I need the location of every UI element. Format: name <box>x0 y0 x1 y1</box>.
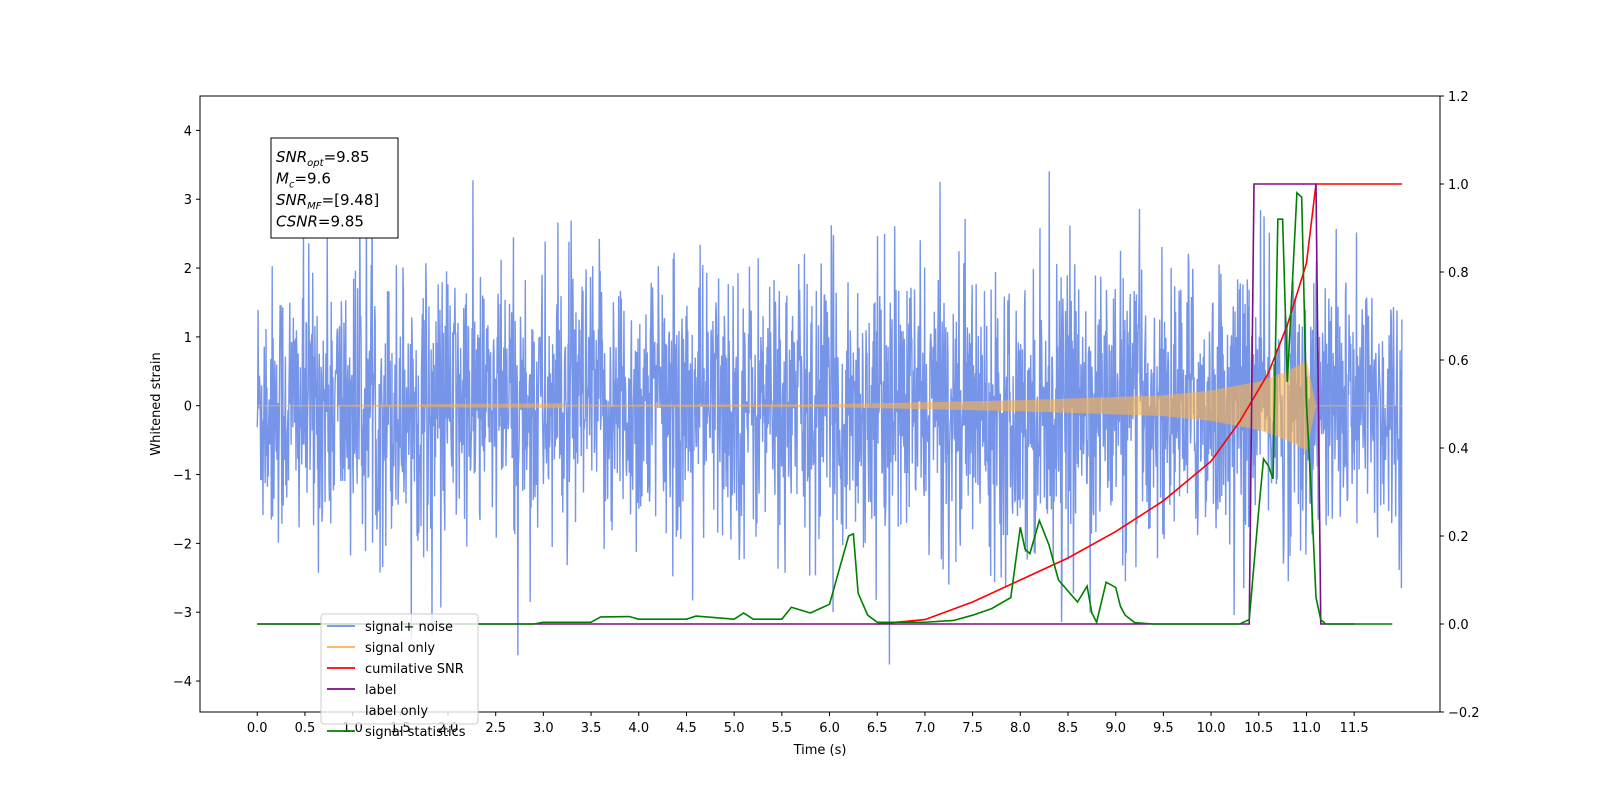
y2-tick-label: 1.2 <box>1448 90 1469 105</box>
y-tick-label: −2 <box>173 537 192 552</box>
y-axis-right: −0.2 0.0 0.2 0.4 0.6 0.8 1.0 1.2 <box>1440 90 1480 721</box>
x-tick-label: 2.0 <box>438 721 459 736</box>
x-tick-label: 6.0 <box>819 721 840 736</box>
y2-tick-label: −0.2 <box>1448 706 1480 721</box>
x-tick-label: 2.5 <box>485 721 506 736</box>
y-tick-label: −4 <box>173 675 192 690</box>
x-axis: 0.0 0.5 1.0 1.5 2.0 2.5 3.0 3.5 4.0 4.5 5.0 5.5 6.0 6… <box>247 712 1369 736</box>
annotation-box <box>270 137 399 239</box>
legend-entry: cumilative SNR <box>365 662 464 677</box>
legend-entry: signal only <box>365 641 435 656</box>
plot-frame <box>199 95 1441 713</box>
y-tick-label: 4 <box>184 124 192 139</box>
legend-entry: label <box>365 683 396 698</box>
y-tick-label: 2 <box>184 262 192 277</box>
x-tick-label: 3.5 <box>581 721 602 736</box>
series-signal-statistics-line <box>257 191 1393 625</box>
x-tick-label: 0.5 <box>295 721 316 736</box>
y2-tick-label: 0.8 <box>1448 266 1469 281</box>
x-tick-label: 4.0 <box>628 721 649 736</box>
legend-box <box>320 613 479 725</box>
x-tick-label: 3.0 <box>533 721 554 736</box>
y-axis-left: −4 −3 −2 −1 0 1 2 3 4 <box>173 124 200 690</box>
y-tick-label: 0 <box>184 400 192 415</box>
legend-entry: label only <box>365 704 428 719</box>
annotation-line: SNRopt=9.85 <box>276 148 370 169</box>
legend-entry: signal statistics <box>365 725 466 740</box>
x-axis-label: Time (s) <box>793 743 847 758</box>
y2-tick-label: 0.2 <box>1448 530 1469 545</box>
legend-entry: signal+ noise <box>365 620 453 635</box>
y-axis-label: Whitened strain <box>149 352 164 455</box>
y2-tick-label: 0.0 <box>1448 618 1469 633</box>
x-tick-label: 7.5 <box>962 721 983 736</box>
y2-tick-label: 1.0 <box>1448 178 1469 193</box>
x-tick-label: 9.5 <box>1153 721 1174 736</box>
y2-tick-label: 0.4 <box>1448 442 1469 457</box>
x-tick-label: 8.0 <box>1010 721 1031 736</box>
y-tick-label: 1 <box>184 331 192 346</box>
series-signal-only-line <box>257 360 1402 451</box>
y-tick-label: −1 <box>173 469 192 484</box>
x-tick-label: 10.0 <box>1197 721 1226 736</box>
legend: signal+ noise signal only cumilative SNR la… <box>320 613 479 740</box>
x-tick-label: 10.5 <box>1244 721 1273 736</box>
annotation-line: CSNR=9.85 <box>276 213 364 231</box>
y2-tick-label: 0.6 <box>1448 354 1469 369</box>
x-tick-label: 8.5 <box>1058 721 1079 736</box>
x-tick-label: 9.0 <box>1105 721 1126 736</box>
x-tick-label: 4.5 <box>676 721 697 736</box>
x-tick-label: 1.5 <box>390 721 411 736</box>
x-tick-label: 7.0 <box>915 721 936 736</box>
annotation-line: Mc=9.6 <box>276 170 331 191</box>
x-tick-label: 5.5 <box>772 721 793 736</box>
x-tick-label: 6.5 <box>867 721 888 736</box>
x-tick-label: 1.0 <box>342 721 363 736</box>
y-tick-label: −3 <box>173 606 192 621</box>
x-tick-label: 11.5 <box>1340 721 1369 736</box>
y-tick-label: 3 <box>184 193 192 208</box>
annotation-line: SNRMF=[9.48] <box>276 191 379 212</box>
x-tick-label: 11.0 <box>1292 721 1321 736</box>
x-tick-label: 0.0 <box>247 721 268 736</box>
x-tick-label: 5.0 <box>724 721 745 736</box>
